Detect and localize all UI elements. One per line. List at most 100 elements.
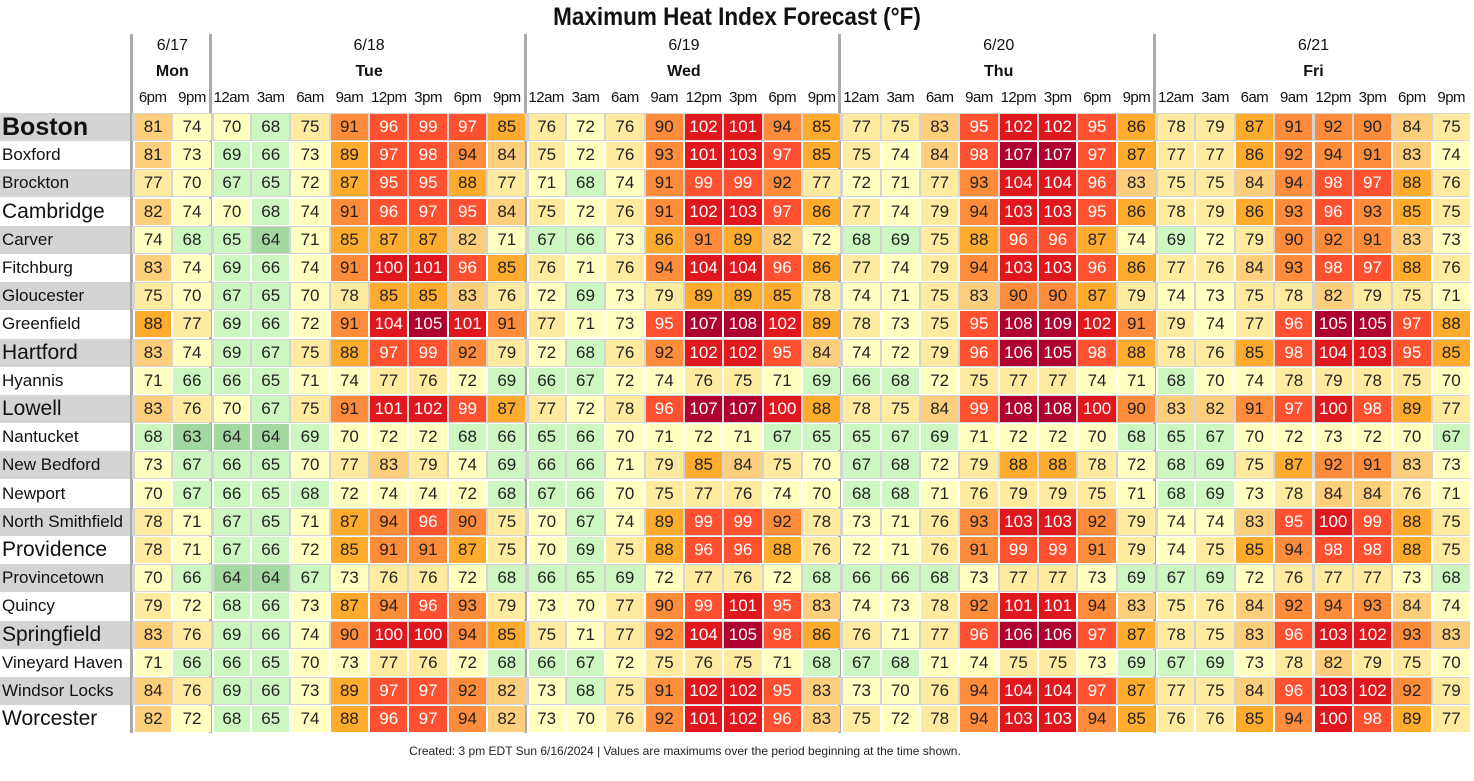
heat-cell: 91 [330,311,369,338]
heat-cell: 67 [213,283,251,310]
heat-cell: 68 [173,226,211,253]
heat-cell: 74 [1158,283,1195,310]
heat-cell: 66 [843,367,880,394]
heat-cell: 68 [1158,452,1195,479]
heat-cell: 96 [960,339,998,366]
city-label: Provincetown [0,564,130,593]
heat-cell: 92 [1078,508,1116,535]
heat-cell: 83 [135,255,172,281]
heat-cell: 83 [1432,621,1470,648]
time-label: 6pm [768,89,797,106]
heat-cell: 71 [528,170,565,197]
heat-cell: 83 [960,283,998,310]
city-label: Nantucket [2,427,79,447]
time-label: 3pm [729,89,757,106]
heat-cell: 99 [960,396,998,422]
heat-cell: 66 [252,537,290,563]
time-label: 3pm [414,89,442,106]
heat-cell: 83 [1117,593,1156,620]
heat-cell: 67 [252,339,290,366]
heat-cell: 73 [1078,565,1116,592]
heat-cell: 70 [173,283,211,310]
heat-cell: 77 [135,170,172,197]
heat-cell: 94 [1275,706,1313,733]
heat-cell: 91 [1235,396,1274,422]
heat-cell: 75 [1196,537,1234,563]
heat-cell: 77 [843,198,880,225]
heat-cell: 73 [330,649,369,676]
heat-cell: 84 [1235,255,1274,281]
heat-cell: 69 [606,565,644,592]
heat-cell: 92 [1314,114,1352,140]
heat-cell: 91 [1353,142,1392,169]
heat-cell: 103 [999,198,1038,225]
heat-cell: 77 [1353,565,1392,592]
heat-cell: 81 [135,142,172,169]
heat-cell: 83 [1235,621,1274,648]
heat-cell: 74 [1196,311,1234,338]
heat-cell: 78 [843,311,880,338]
city-label: Windsor Locks [0,677,130,705]
heat-cell: 76 [1196,339,1234,366]
heat-cell: 103 [1039,255,1077,281]
heat-cell: 95 [370,170,408,197]
heat-cell: 70 [1432,649,1470,676]
heat-cell: 76 [684,649,723,676]
heat-cell: 65 [252,706,290,733]
heat-cell: 86 [645,226,683,253]
heat-cell: 87 [1275,452,1313,479]
heat-cell: 108 [724,311,762,338]
heat-cell: 88 [330,706,369,733]
heat-cell: 105 [724,621,762,648]
time-label: 3am [886,89,915,106]
heat-cell: 85 [802,114,841,140]
heat-cell: 93 [1353,198,1392,225]
heat-cell: 88 [1432,311,1470,338]
heat-cell: 87 [1117,621,1156,648]
day-date: 6/21 [1297,37,1330,54]
heat-cell: 95 [763,339,801,366]
day-name: Fri [1303,63,1324,80]
heat-cell: 66 [252,142,290,169]
heat-cell: 73 [1314,424,1352,451]
heat-cell: 73 [1078,649,1116,676]
heat-cell: 69 [213,255,251,281]
heat-cell: 74 [843,593,880,620]
heat-cell: 94 [1078,593,1116,620]
city-label: Newport [2,483,66,503]
heat-cell: 87 [330,170,369,197]
heat-cell: 91 [1078,537,1116,563]
city-label: Brockton [0,169,130,198]
heat-cell: 92 [645,621,683,648]
heat-cell: 85 [370,283,408,310]
heat-cell: 72 [566,142,605,169]
heat-cell: 91 [330,396,369,422]
heat-cell: 95 [1275,508,1313,535]
heat-cell: 96 [763,255,801,281]
heat-cell: 78 [606,396,644,422]
heat-cell: 97 [763,198,801,225]
heat-cell: 104 [684,255,723,281]
heat-cell: 94 [1078,706,1116,733]
heat-cell: 86 [802,198,841,225]
heat-cell: 73 [1432,226,1470,253]
heat-cell: 75 [881,114,919,140]
heat-cell: 102 [684,339,723,366]
heat-cell: 73 [843,678,880,704]
heat-cell: 74 [370,480,408,507]
heat-cell: 69 [488,452,526,479]
heat-cell: 75 [921,226,959,253]
heat-cell: 100 [409,621,447,648]
heat-cell: 73 [528,593,565,620]
heat-cell: 74 [1196,508,1234,535]
heat-cell: 77 [921,621,959,648]
heat-cell: 76 [606,198,644,225]
heat-cell: 72 [1117,452,1156,479]
time-label: 6pm [138,89,167,106]
heat-cell: 104 [370,311,408,338]
heat-cell: 70 [528,508,565,535]
heat-cell: 65 [213,226,251,253]
heat-cell: 72 [566,198,605,225]
heat-cell: 102 [1353,678,1392,704]
heat-cell: 76 [1275,565,1313,592]
